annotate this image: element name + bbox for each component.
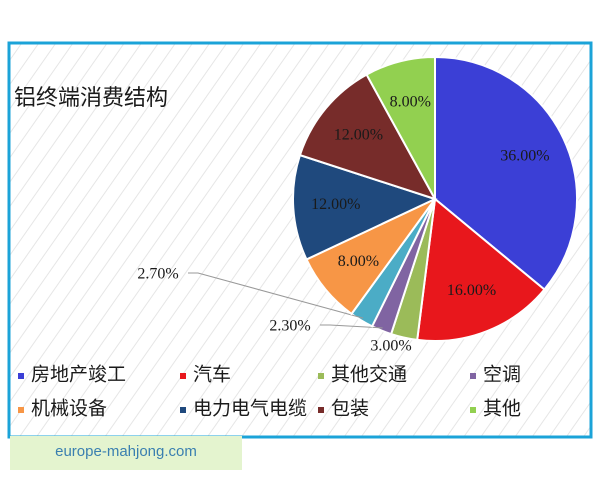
data-label: 3.00% <box>370 338 411 355</box>
data-label: 2.70% <box>137 266 178 283</box>
legend-label: 其他交通 <box>331 363 407 385</box>
data-label: 8.00% <box>390 93 431 110</box>
leader-line <box>320 324 383 329</box>
pie-slice <box>416 197 546 342</box>
legend-swatch <box>180 373 186 379</box>
data-label: 2.30% <box>269 318 310 335</box>
legend-label: 机械设备 <box>31 397 107 419</box>
legend-label: 电力电气电缆 <box>193 397 307 419</box>
leader-line <box>188 272 364 319</box>
pie-slice <box>434 55 578 291</box>
data-label: 12.00% <box>334 126 383 143</box>
watermark: europe-mahjong.com <box>55 443 197 460</box>
legend-swatch <box>318 373 324 379</box>
pie: 36.00% 16.00% 3.00% 2.30% 2.70% 8.00% 12.00% 12… <box>137 55 578 355</box>
pie-slice <box>298 73 438 201</box>
legend-swatch <box>470 407 476 413</box>
pie-slice <box>365 55 436 200</box>
legend-swatch <box>318 407 324 413</box>
legend-swatch <box>470 373 476 379</box>
legend-label: 包装 <box>331 397 369 419</box>
watermark-box <box>10 436 242 470</box>
data-label: 36.00% <box>500 147 549 164</box>
legend-swatch <box>18 407 24 413</box>
pie-slice <box>292 153 438 261</box>
legend-label: 房地产竣工 <box>31 363 126 385</box>
chart-title: 铝终端消费结构 <box>14 85 168 110</box>
legend-label: 空调 <box>483 363 521 385</box>
legend-swatch <box>180 407 186 413</box>
legend-swatch <box>18 373 24 379</box>
data-label: 12.00% <box>311 196 360 213</box>
legend-label: 其他 <box>483 397 521 419</box>
data-label: 8.00% <box>338 253 379 270</box>
data-label: 16.00% <box>447 282 496 299</box>
legend-label: 汽车 <box>193 363 231 385</box>
